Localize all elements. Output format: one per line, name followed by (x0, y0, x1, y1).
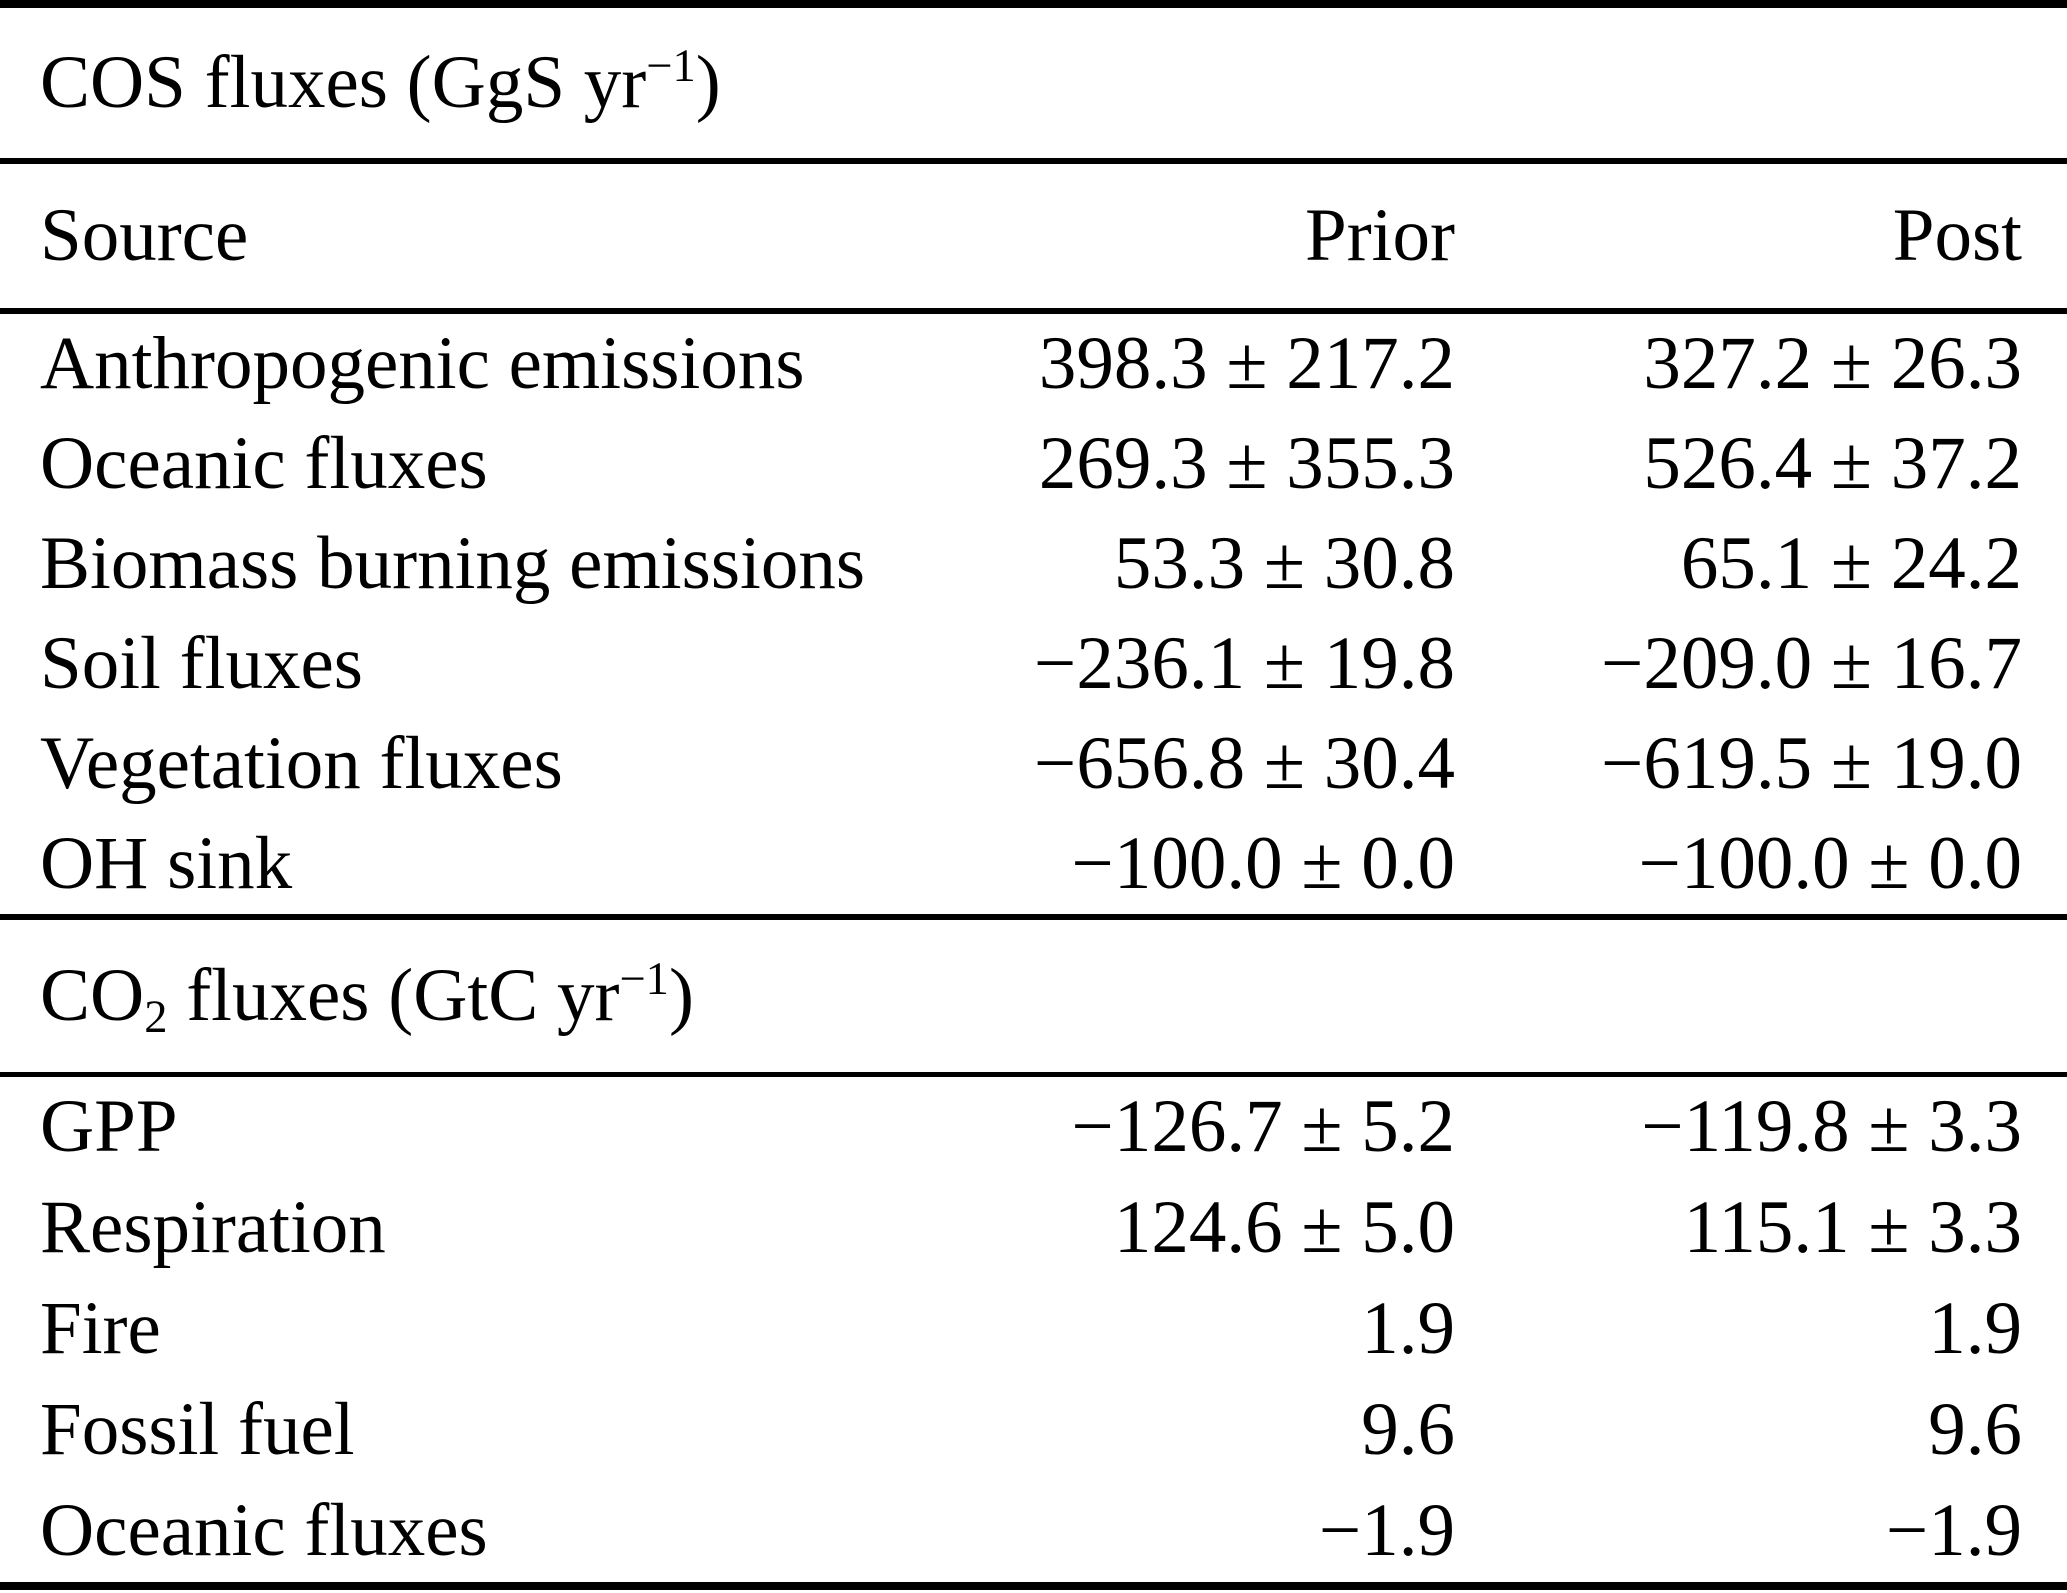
table-row-soil-fluxes: Soil fluxes −236.1 ± 19.8 −209.0 ± 16.7 (0, 614, 2067, 714)
prior-value-cell: −656.8 ± 30.4 (1034, 721, 1455, 805)
post-value-cell: −100.0 ± 0.0 (1455, 814, 2067, 920)
co2-section-title-row: CO2 fluxes (GtC yr−1) (0, 917, 2067, 1077)
table-row-fossil-fuel: Fossil fuel 9.6 9.6 (0, 1380, 2067, 1481)
co2-section-title: CO2 fluxes (GtC yr−1) (0, 917, 2067, 1077)
prior-value-cell: 269.3 ± 355.3 (1038, 421, 1455, 505)
post-value-cell: −209.0 ± 16.7 (1601, 621, 2023, 705)
cos-title-exponent: −1 (646, 41, 696, 93)
post-value-cell: 65.1 ± 24.2 (1680, 521, 2023, 605)
post-value-cell: −1.9 (1885, 1489, 2023, 1573)
co2-title-close: ) (668, 953, 694, 1037)
post-value-cell: −119.8 ± 3.3 (1641, 1085, 2023, 1169)
column-header-row: Source Prior Post (0, 161, 2067, 314)
column-header-source: Source (0, 161, 1000, 314)
prior-value-cell: −100.0 ± 0.0 (1000, 814, 1455, 920)
cos-title-text: COS fluxes (GgS yr (40, 40, 647, 124)
table-row-respiration: Respiration 124.6 ± 5.0 115.1 ± 3.3 (0, 1178, 2067, 1279)
source-cell: Oceanic fluxes (40, 1489, 488, 1573)
table-row-biomass-burning-emissions: Biomass burning emissions 53.3 ± 30.8 65… (0, 514, 2067, 614)
prior-value-cell: 9.6 (1361, 1388, 1455, 1472)
source-cell: Oceanic fluxes (40, 421, 488, 505)
prior-value-cell: 53.3 ± 30.8 (1113, 521, 1455, 605)
table-row-vegetation-fluxes: Vegetation fluxes −656.8 ± 30.4 −619.5 ±… (0, 714, 2067, 814)
column-header-post: Post (1455, 161, 2067, 314)
prior-value-cell: 1.9 (1361, 1287, 1455, 1371)
table-row-oh-sink: OH sink −100.0 ± 0.0 −100.0 ± 0.0 (0, 814, 2067, 920)
source-cell: Biomass burning emissions (40, 521, 866, 605)
post-value-cell: 526.4 ± 37.2 (1643, 421, 2023, 505)
table-row-gpp: GPP −126.7 ± 5.2 −119.8 ± 3.3 (0, 1075, 2067, 1179)
co2-title-exponent: −1 (619, 954, 669, 1006)
table-row-oceanic-fluxes-co2: Oceanic fluxes −1.9 −1.9 (0, 1481, 2067, 1586)
source-cell: Fossil fuel (40, 1388, 355, 1472)
table-row-anthropogenic-emissions: Anthropogenic emissions 398.3 ± 217.2 32… (0, 311, 2067, 414)
cos-section-title: COS fluxes (GgS yr−1) (0, 4, 2067, 164)
co2-title-subscript: 2 (144, 991, 168, 1043)
post-value-cell: 115.1 ± 3.3 (1683, 1186, 2023, 1270)
source-cell: Soil fluxes (40, 621, 363, 705)
post-value-cell: 9.6 (1928, 1388, 2023, 1472)
source-cell: GPP (40, 1085, 178, 1169)
prior-value-cell: 124.6 ± 5.0 (1113, 1186, 1455, 1270)
source-cell: Vegetation fluxes (40, 721, 563, 805)
source-cell: Anthropogenic emissions (40, 321, 805, 405)
source-cell: Respiration (40, 1186, 386, 1270)
prior-value-cell: −126.7 ± 5.2 (1071, 1085, 1455, 1169)
co2-title-text: fluxes (GtC yr (167, 953, 620, 1037)
post-value-cell: 327.2 ± 26.3 (1643, 321, 2023, 405)
cos-title-close: ) (695, 40, 721, 124)
co2-title-base: CO (40, 953, 145, 1037)
source-cell: Fire (40, 1287, 161, 1371)
prior-value-cell: 398.3 ± 217.2 (1038, 321, 1455, 405)
source-cell: OH sink (0, 814, 1000, 920)
prior-value-cell: −236.1 ± 19.8 (1034, 621, 1455, 705)
column-header-prior: Prior (1000, 161, 1455, 314)
post-value-cell: 1.9 (1928, 1287, 2023, 1371)
cos-section-title-row: COS fluxes (GgS yr−1) (0, 4, 2067, 164)
prior-value-cell: −1.9 (1318, 1489, 1455, 1573)
post-value-cell: −619.5 ± 19.0 (1601, 721, 2023, 805)
table-row-oceanic-fluxes-cos: Oceanic fluxes 269.3 ± 355.3 526.4 ± 37.… (0, 414, 2067, 514)
table-row-fire: Fire 1.9 1.9 (0, 1279, 2067, 1380)
